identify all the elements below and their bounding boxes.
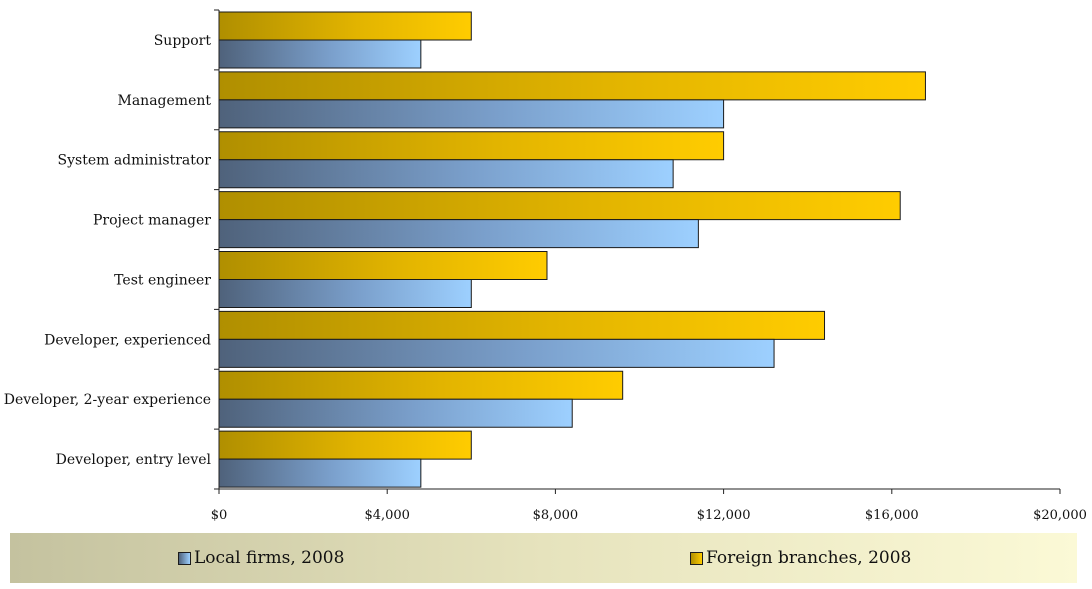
x-tick-label: $8,000: [533, 508, 579, 523]
bar-foreign-system-administrator: [218, 131, 725, 161]
category-label: System administrator: [58, 153, 212, 169]
bar-local-system-administrator: [218, 159, 674, 189]
legend: Local firms, 2008 Foreign branches, 2008: [10, 533, 1077, 583]
x-tick-label: $12,000: [697, 508, 751, 523]
x-tick-label: $16,000: [865, 508, 919, 523]
bar-local-developer-2-year-experience: [218, 398, 573, 428]
bar-local-support: [218, 39, 422, 69]
bar-foreign-developer-experienced: [218, 310, 826, 340]
labels-group: Support Management System administrator Pro…: [4, 33, 1087, 523]
bar-foreign-project-manager: [218, 191, 901, 221]
x-tick-label: $0: [211, 508, 228, 523]
bar-local-developer-experienced: [218, 338, 775, 368]
bar-chart: Support Management System administrator Pro…: [4, 9, 1087, 523]
legend-swatch-local: [178, 551, 191, 565]
bar-local-management: [218, 99, 725, 129]
category-label: Developer, entry level: [56, 452, 212, 468]
category-label: Developer, 2-year experience: [4, 392, 211, 408]
bar-foreign-support: [218, 11, 472, 41]
bar-local-project-manager: [218, 219, 699, 249]
axes-group: [214, 9, 1061, 494]
legend-swatch-foreign: [690, 551, 703, 565]
bar-foreign-test-engineer: [218, 251, 548, 280]
bars-group: [218, 11, 926, 488]
bar-local-test-engineer: [218, 279, 472, 308]
x-tick-label: $4,000: [364, 508, 410, 523]
legend-item-foreign: Foreign branches, 2008: [690, 533, 911, 583]
legend-label-foreign: Foreign branches, 2008: [706, 548, 912, 568]
category-label: Support: [154, 33, 212, 49]
bar-foreign-developer-entry-level: [218, 430, 472, 460]
category-label: Project manager: [93, 213, 211, 229]
bar-foreign-management: [218, 71, 926, 101]
legend-label-local: Local firms, 2008: [194, 548, 345, 568]
category-label: Test engineer: [114, 272, 211, 288]
x-tick-label: $20,000: [1033, 508, 1087, 523]
legend-item-local: Local firms, 2008: [178, 533, 344, 583]
category-label: Management: [118, 93, 212, 109]
bar-foreign-developer-2-year-experience: [218, 370, 624, 400]
category-label: Developer, experienced: [44, 332, 211, 348]
bar-local-developer-entry-level: [218, 458, 422, 488]
